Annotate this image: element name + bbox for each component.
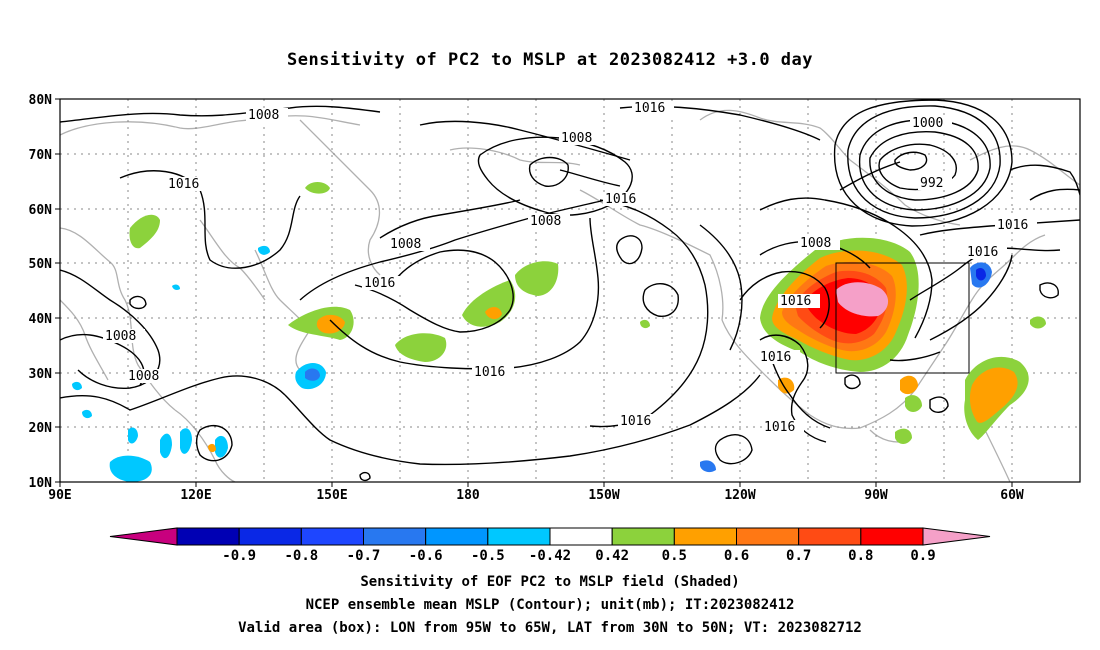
colorbar-swatch [425,527,489,546]
contour-label: 1016 [605,192,636,207]
chart-title: Sensitivity of PC2 to MSLP at 2023082412… [286,50,813,70]
colorbar-swatch [736,527,800,546]
lon-label: 90E [48,488,71,503]
caption-line-1: Sensitivity of EOF PC2 to MSLP field (Sh… [360,574,740,590]
colorbar-tick-label: 0.7 [786,548,811,564]
colorbar-arrow-high [922,527,991,546]
lon-label: 180 [456,488,480,503]
lon-label: 150W [588,488,619,503]
colorbar-swatch [300,527,365,546]
colorbar-arrow-low [109,527,178,546]
contour-label: 1016 [620,414,651,429]
colorbar-tick-label: -0.7 [347,548,381,564]
grid-lines [60,99,1080,482]
contour-label: 1016 [364,276,395,291]
contour-label: 1008 [530,214,561,229]
contour-label: 1008 [390,237,421,252]
contour-label: 992 [920,176,943,191]
contour-label: 1016 [474,365,505,380]
lon-label: 90W [864,488,888,503]
contour-label: 1000 [912,116,943,131]
sensitivity-shading [72,182,1046,482]
contour-label: 1016 [168,177,199,192]
contour-label: 1016 [760,350,791,365]
contour-label: 1008 [561,131,592,146]
colorbar-tick-label: -0.6 [409,548,443,564]
colorbar-swatch [673,527,737,546]
contour-label: 1016 [634,101,665,116]
colorbar-swatch [176,527,240,546]
colorbar-swatch [363,527,427,546]
colorbar-swatch [549,527,613,546]
lon-label: 60W [1000,488,1024,503]
colorbar-swatch [611,527,675,546]
colorbar-tick-label: 0.42 [595,548,629,564]
caption-line-2: NCEP ensemble mean MSLP (Contour); unit(… [305,597,795,613]
colorbar-tick-label: 0.5 [662,548,687,564]
contour-label: 1008 [248,108,279,123]
colorbar-labels: -0.9 -0.8 -0.7 -0.6 -0.5 -0.42 0.42 0.5 0.6 0.7 0.… [222,548,935,564]
colorbar-tick-label: 0.6 [724,548,749,564]
lat-label: 20N [29,421,53,436]
caption-line-3: Valid area (box): LON from 95W to 65W, L… [238,620,862,636]
contour-label: 1016 [967,245,998,260]
lat-label: 70N [29,148,53,163]
colorbar-swatch [487,527,551,546]
colorbar-tick-label: -0.9 [222,548,256,564]
lat-label: 60N [29,203,53,218]
lat-label: 50N [29,257,53,272]
lat-label: 80N [29,93,53,108]
mslp-contours [60,99,1080,482]
contour-label: 1016 [780,294,811,309]
valid-area-box [835,262,970,374]
contour-labels: 1008 1016 1008 1016 1008 1016 1008 1016 … [103,101,1037,435]
colorbar-tick-label: -0.5 [471,548,505,564]
colorbar-tick-label: 0.8 [848,548,873,564]
colorbar-swatch [860,527,924,546]
colorbar-swatch [238,527,302,546]
lat-label: 10N [29,476,53,491]
lon-label: 150E [316,488,347,503]
contour-label: 1008 [105,329,136,344]
lon-label: 120W [724,488,755,503]
colorbar [109,527,991,546]
colorbar-swatch [798,527,862,546]
contour-label: 1008 [128,369,159,384]
lon-label: 120E [180,488,211,503]
lat-label: 40N [29,312,53,327]
contour-label: 1016 [997,218,1028,233]
lat-label: 30N [29,367,53,382]
colorbar-tick-label: -0.42 [529,548,571,564]
contour-label: 1008 [800,236,831,251]
colorbar-tick-label: -0.8 [284,548,318,564]
map-frame [59,98,1081,483]
colorbar-tick-label: 0.9 [910,548,935,564]
contour-label: 1016 [764,420,795,435]
